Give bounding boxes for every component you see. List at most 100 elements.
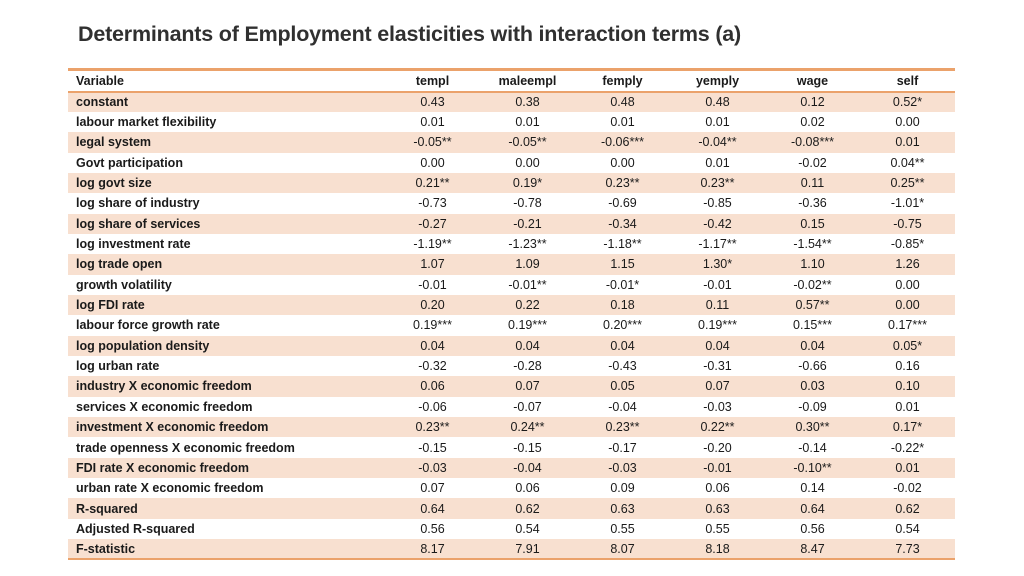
cell-value: -0.20 (703, 440, 732, 455)
cell-value: 0.23** (700, 176, 735, 191)
row-label: R-squared (76, 501, 138, 516)
cell-value: -0.01 (418, 277, 447, 292)
cell-value: 0.55 (705, 521, 730, 536)
page-title: Determinants of Employment elasticities … (78, 22, 742, 46)
cell-value: -0.04** (698, 135, 737, 150)
column-header-variable: Variable (68, 69, 385, 93)
row-label: log urban rate (76, 359, 160, 374)
cell-value: 0.17* (892, 420, 923, 435)
cell-value: 0.11 (705, 298, 730, 313)
cell-value: 8.18 (705, 541, 730, 556)
cell-value: -0.31 (703, 359, 732, 374)
cell-value: -0.22* (890, 440, 925, 455)
cell-value: 0.01 (895, 135, 920, 150)
cell-value: 0.20 (420, 298, 445, 313)
cell-value: -0.85 (703, 196, 732, 211)
cell-value: 0.07 (705, 379, 730, 394)
cell-value: 0.23** (605, 176, 640, 191)
cell-value: 0.38 (515, 95, 540, 110)
cell-value: 1.07 (420, 257, 445, 272)
cell-value: -0.06 (418, 399, 447, 414)
cell-value: 0.56 (800, 521, 825, 536)
cell-value: 7.91 (515, 541, 540, 556)
cell-value: 0.00 (515, 155, 540, 170)
table-row: F-statistic 8.17 7.91 8.07 8.18 8.47 7.73 (68, 539, 955, 560)
cell-value: 0.04 (420, 338, 445, 353)
cell-value: 0.09 (610, 481, 635, 496)
cell-value: -1.54** (793, 237, 832, 252)
row-label: investment X economic freedom (76, 420, 269, 435)
table-row: log population density 0.04 0.04 0.04 0.04 0.… (68, 335, 955, 356)
cell-value: 0.01 (610, 115, 635, 130)
cell-value: 0.52* (892, 95, 923, 110)
cell-value: -0.21 (513, 216, 542, 231)
cell-value: 0.17*** (888, 318, 927, 333)
column-header-templ: templ (385, 69, 480, 93)
cell-value: 0.15 (800, 216, 825, 231)
cell-value: -0.14 (798, 440, 827, 455)
cell-value: -0.06*** (600, 135, 645, 150)
cell-value: -0.69 (608, 196, 637, 211)
cell-value: 0.05* (892, 338, 923, 353)
table-row: labour force growth rate 0.19*** 0.19*** 0.… (68, 315, 955, 336)
cell-value: 0.16 (895, 359, 920, 374)
table-row: log govt size 0.21** 0.19* 0.23** 0.23** 0.11… (68, 172, 955, 194)
column-header-yemply: yemply (670, 69, 765, 93)
cell-value: -0.75 (893, 216, 922, 231)
row-label: log share of industry (76, 196, 200, 211)
cell-value: -1.19** (413, 237, 452, 252)
cell-value: 0.06 (705, 481, 730, 496)
table-row: FDI rate X economic freedom -0.03 -0.04 -0.… (68, 457, 955, 479)
cell-value: 0.05 (610, 379, 635, 394)
cell-value: 0.63 (705, 501, 730, 516)
cell-value: -1.18** (603, 237, 642, 252)
cell-value: 0.19*** (698, 318, 737, 333)
cell-value: 1.30* (702, 257, 733, 272)
table-row: R-squared 0.64 0.62 0.63 0.63 0.64 0.62 (68, 498, 955, 519)
row-label: log govt size (76, 176, 152, 191)
row-label: log FDI rate (76, 298, 145, 313)
cell-value: 0.12 (800, 95, 825, 110)
row-label: services X economic freedom (76, 399, 253, 414)
cell-value: 0.48 (610, 95, 635, 110)
cell-value: 0.19*** (508, 318, 547, 333)
table-row: services X economic freedom -0.06 -0.07 -0.… (68, 396, 955, 417)
table-row: log FDI rate 0.20 0.22 0.18 0.11 0.57** 0.00 (68, 294, 955, 316)
row-label: log share of services (76, 216, 201, 231)
cell-value: 0.04** (890, 155, 925, 170)
row-label: industry X economic freedom (76, 379, 252, 394)
row-label: labour market flexibility (76, 115, 217, 130)
row-label: F-statistic (76, 541, 136, 556)
table-row: log urban rate -0.32 -0.28 -0.43 -0.31 -0.66 0… (68, 355, 955, 377)
cell-value: 7.73 (895, 541, 920, 556)
row-label: labour force growth rate (76, 318, 220, 333)
cell-value: 0.55 (610, 521, 635, 536)
cell-value: 0.04 (515, 338, 540, 353)
cell-value: 0.23** (415, 420, 450, 435)
cell-value: 8.17 (420, 541, 445, 556)
cell-value: 0.62 (515, 501, 540, 516)
cell-value: -0.02** (793, 277, 832, 292)
column-header-femply: femply (575, 69, 670, 93)
cell-value: 0.07 (515, 379, 540, 394)
cell-value: -0.10** (793, 460, 832, 475)
cell-value: -0.01 (703, 460, 732, 475)
cell-value: 0.06 (515, 481, 540, 496)
cell-value: -0.15 (513, 440, 542, 455)
cell-value: -0.05** (508, 135, 547, 150)
row-label: legal system (76, 135, 152, 150)
cell-value: 0.21** (415, 176, 450, 191)
cell-value: 0.02 (800, 115, 825, 130)
column-header-maleempl: maleempl (480, 69, 575, 93)
cell-value: 0.01 (895, 460, 920, 475)
cell-value: -0.34 (608, 216, 637, 231)
row-label: log trade open (76, 257, 163, 272)
cell-value: 8.47 (800, 541, 825, 556)
table-row: industry X economic freedom 0.06 0.07 0.05 0… (68, 376, 955, 397)
cell-value: 0.10 (895, 379, 920, 394)
cell-value: -0.66 (798, 359, 827, 374)
table-row: constant 0.43 0.38 0.48 0.48 0.12 0.52* (68, 91, 955, 112)
cell-value: 0.00 (610, 155, 635, 170)
cell-value: 0.06 (420, 379, 445, 394)
table-row: Adjusted R-squared 0.56 0.54 0.55 0.55 0.56 0.… (68, 518, 955, 540)
